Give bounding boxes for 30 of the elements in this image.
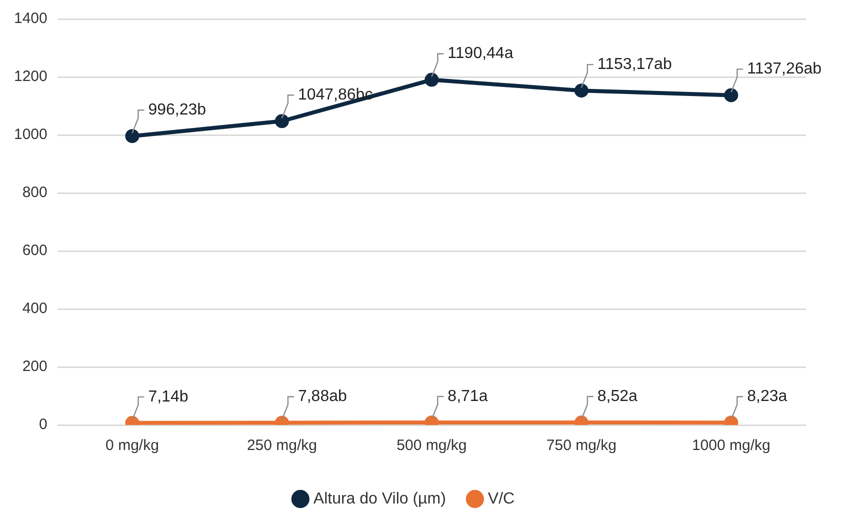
point [574,84,588,98]
x-tick-label: 750 mg/kg [546,437,616,454]
y-tick-label: 200 [22,358,48,376]
x-tick-label: 500 mg/kg [396,437,467,454]
point [274,114,289,128]
y-tick-label: 1400 [14,10,48,28]
y-tick-label: 400 [22,300,48,318]
data-label: 8,52a [597,388,638,405]
data-label: 1153,17ab [597,56,672,73]
y-tick-label: 800 [22,184,48,202]
x-tick-label: 1000 mg/kg [692,437,770,454]
y-tick-label: 0 [39,416,48,434]
legend-label: Altura do Vilo (µm) [313,490,446,508]
point [724,88,738,102]
data-label: 1137,26ab [747,60,822,78]
point [125,129,140,144]
point [424,72,439,87]
x-tick-label: 0 mg/kg [106,437,159,454]
data-label: 1047,86bc [298,86,373,104]
y-tick-label: 1200 [14,68,48,86]
y-tick-label: 1000 [14,126,48,144]
data-label: 8,23a [747,388,788,406]
data-label: 996,23b [148,102,206,118]
x-tick-label: 250 mg/kg [246,437,317,454]
legend-label: V/C [488,490,515,508]
data-label: 7,88ab [298,388,347,406]
data-label: 7,14b [148,388,188,406]
data-label: 1190,44a [448,45,514,62]
y-tick-label: 600 [22,242,48,260]
data-label: 8,71a [448,388,488,405]
